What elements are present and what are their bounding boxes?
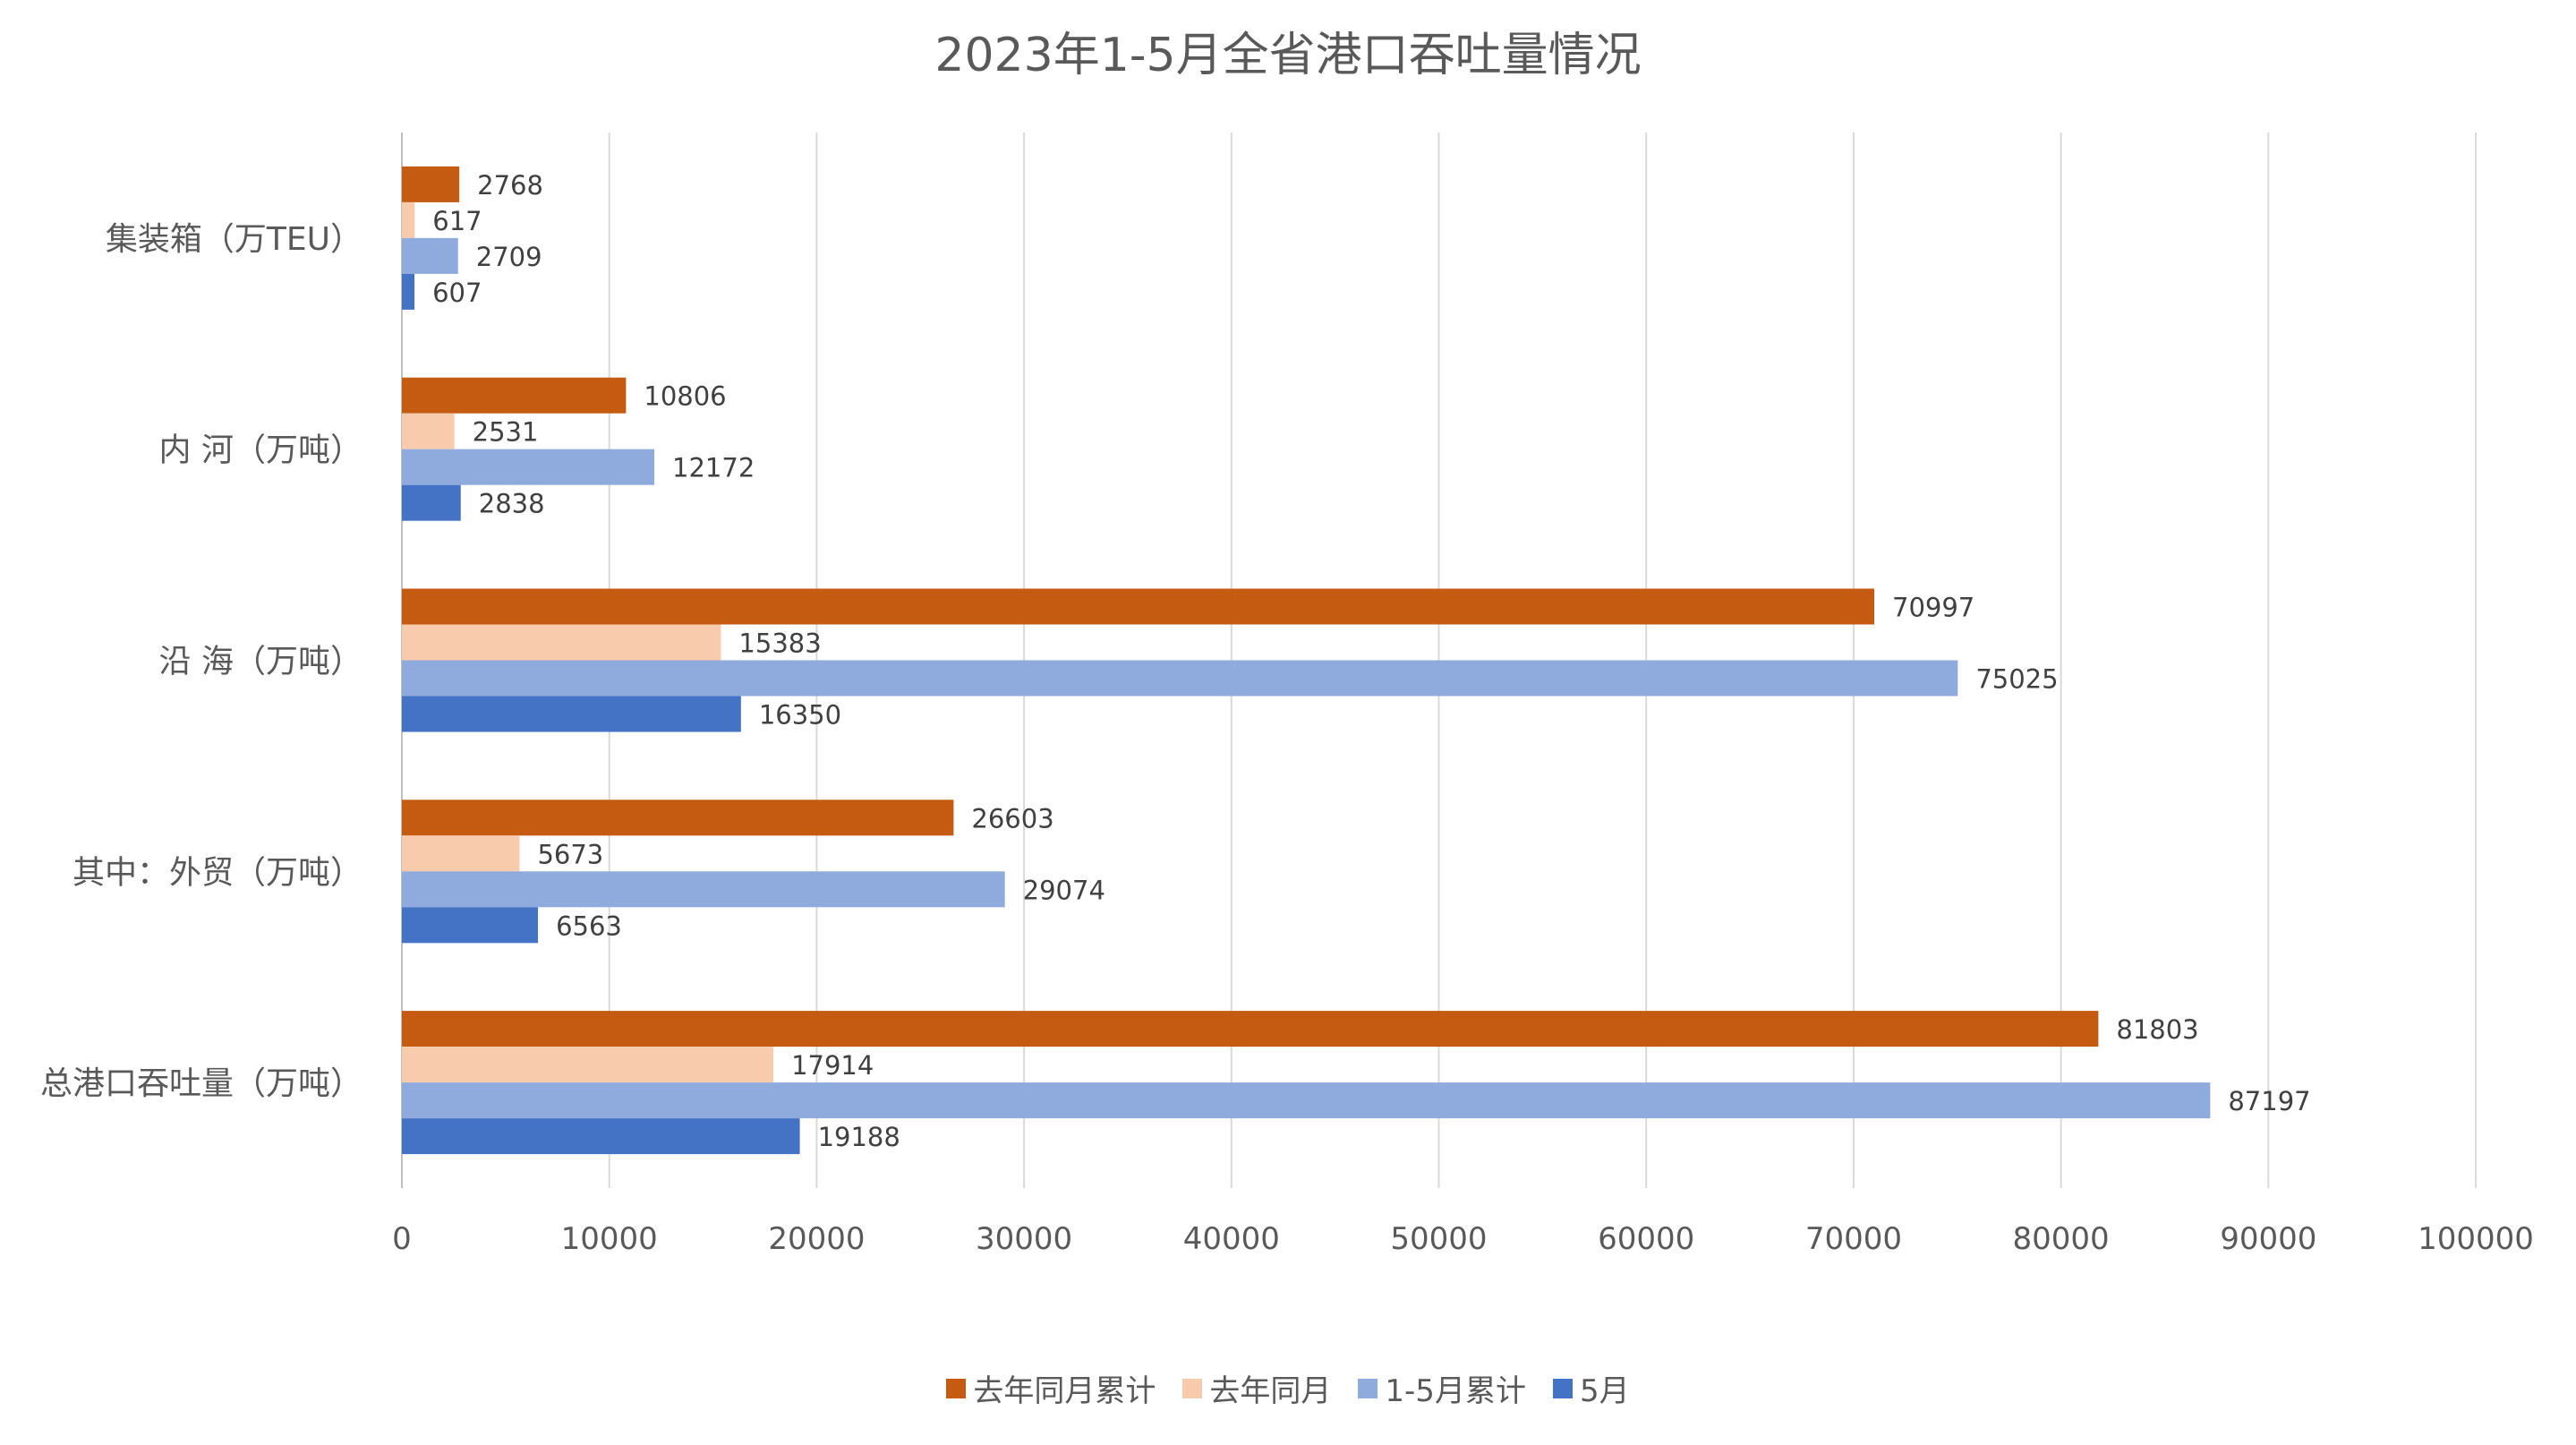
bar [402,377,627,414]
bar [402,413,455,449]
data-label: 81803 [2116,1014,2198,1045]
legend-item: 去年同月累计 [946,1366,1156,1410]
x-tick-label: 40000 [1183,1221,1280,1257]
category-label: 内 河（万吨） [159,432,363,469]
legend-label: 5月 [1579,1373,1630,1409]
chart-title: 2023年1-5月全省港口吞吐量情况 [934,29,1642,82]
category-labels: 集装箱（万TEU） 内 河（万吨） 沿 海（万吨） 其中：外贸（万吨） 总港口吞吐量（万… [40,221,363,1102]
bar [402,588,1875,625]
data-label: 87197 [2228,1086,2310,1116]
data-label: 15383 [738,628,821,659]
bar [402,1118,800,1155]
data-label: 29074 [1023,875,1105,905]
data-label: 26603 [971,803,1053,834]
legend-label: 去年同月累计 [973,1373,1156,1409]
category-label: 沿 海（万吨） [159,644,363,680]
x-tick-label: 70000 [1805,1221,1902,1257]
category-label: 集装箱（万TEU） [106,221,363,258]
bar [402,273,415,310]
data-label: 17914 [791,1050,874,1081]
data-label: 5673 [537,839,603,869]
legend-item: 1-5月累计 [1358,1366,1526,1410]
data-label: 19188 [818,1122,900,1152]
data-labels: 2768 617 2709 607 10806 2531 12172 2838 70997 153… [432,170,2311,1152]
data-label: 2709 [476,242,542,272]
x-tick-label: 60000 [1598,1221,1694,1257]
x-tick-label: 100000 [2418,1221,2534,1257]
bars [402,166,2211,1155]
data-label: 617 [432,206,482,236]
category-label: 其中：外贸（万吨） [73,854,363,891]
x-tick-label: 90000 [2220,1221,2316,1257]
data-label: 10806 [644,381,726,412]
bar [402,484,461,521]
legend-label: 去年同月 [1209,1373,1332,1409]
category-label: 总港口吞吐量（万吨） [40,1065,363,1102]
data-label: 2768 [477,170,543,201]
x-axis-ticks: 0 10000 20000 30000 40000 50000 60000 70000 8000… [392,1221,2534,1257]
bar [402,871,1005,908]
data-label: 12172 [672,453,755,483]
bar [402,1011,2099,1047]
legend-swatch [1182,1378,1203,1398]
legend-item: 5月 [1552,1366,1630,1410]
bar [402,799,954,836]
data-label: 2838 [479,489,545,519]
data-label: 607 [432,278,482,308]
x-tick-label: 20000 [768,1221,865,1257]
legend-swatch [1358,1378,1378,1398]
bar [402,660,1958,697]
legend-swatch [1552,1378,1573,1398]
data-label: 2531 [473,417,539,448]
x-tick-label: 0 [392,1221,412,1257]
data-label: 6563 [556,911,622,941]
bar [402,907,539,944]
x-tick-label: 50000 [1390,1221,1487,1257]
data-label: 70997 [1892,593,1975,623]
bar [402,166,460,202]
bar [402,449,655,485]
bar [402,237,458,274]
legend-item: 去年同月 [1182,1366,1331,1410]
bar [402,624,721,661]
bar [402,1047,774,1083]
x-tick-label: 80000 [2013,1221,2110,1257]
legend-label: 1-5月累计 [1385,1373,1526,1409]
bar [402,835,520,872]
legend: 去年同月累计 去年同月 1-5月累计 5月 [0,1366,2576,1410]
data-label: 16350 [759,700,841,731]
bar [402,1082,2211,1119]
legend-swatch [946,1378,967,1398]
x-tick-label: 30000 [976,1221,1072,1257]
x-tick-label: 10000 [561,1221,658,1257]
data-label: 75025 [1975,664,2058,695]
bar [402,696,741,732]
bar [402,201,415,238]
